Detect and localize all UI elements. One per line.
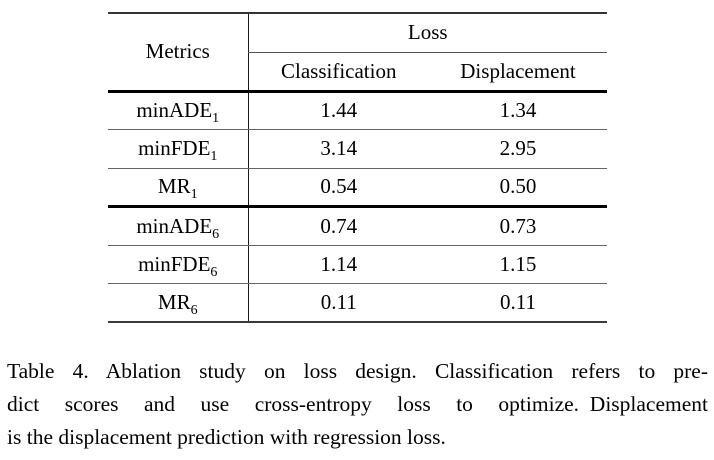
displacement-value: 1.34 bbox=[429, 91, 607, 130]
column-header-classification: Classification bbox=[247, 52, 429, 93]
classification-value: 0.54 bbox=[247, 168, 429, 208]
metric-name: minADE6 bbox=[108, 206, 248, 246]
metric-name: minFDE6 bbox=[108, 245, 248, 284]
metric-subscript: 1 bbox=[210, 149, 218, 165]
table-caption: Table 4. Ablation study on loss design. … bbox=[7, 355, 708, 454]
metric-subscript: 1 bbox=[212, 111, 220, 127]
table-row: minFDE6 1.14 1.15 bbox=[108, 245, 607, 284]
metric-label: MR bbox=[157, 290, 191, 314]
metric-subscript: 6 bbox=[212, 226, 220, 242]
displacement-value: 0.11 bbox=[500, 290, 536, 314]
metric-name: minADE1 bbox=[108, 91, 248, 130]
metric-name: minFDE1 bbox=[108, 129, 248, 169]
table-row: minFDE1 3.14 2.95 bbox=[108, 129, 607, 169]
column-header-displacement: Displacement bbox=[429, 52, 607, 93]
metric-name: MR1 bbox=[108, 168, 248, 208]
column-group-header-loss: Loss bbox=[247, 13, 607, 53]
caption-line: is the displacement prediction with regr… bbox=[7, 425, 446, 449]
table-row: minADE1 1.44 1.34 bbox=[108, 91, 607, 130]
table-header-row-subcolumns: Classification Displacement bbox=[108, 52, 607, 93]
classification-value: 1.44 bbox=[247, 91, 429, 130]
displacement-value: 0.50 bbox=[429, 168, 607, 208]
displacement-value: 1.15 bbox=[429, 245, 607, 284]
table-row: MR1 0.54 0.50 bbox=[108, 168, 607, 208]
classification-value: 0.11 bbox=[247, 283, 429, 322]
metric-label: MR bbox=[157, 174, 191, 199]
metric-subscript: 1 bbox=[190, 187, 198, 203]
classification-value: 1.14 bbox=[247, 245, 429, 284]
column-header-metrics: Metrics bbox=[108, 13, 248, 93]
metric-label: minFDE bbox=[138, 251, 211, 276]
metric-name: MR6 bbox=[108, 284, 248, 323]
table-header-row-loss: Metrics Loss bbox=[108, 13, 607, 93]
classification-value: 3.14 bbox=[247, 129, 429, 169]
table-row: minADE6 0.74 0.73 bbox=[108, 206, 607, 246]
metric-subscript: 6 bbox=[210, 264, 218, 280]
metric-label: minFDE bbox=[138, 136, 211, 161]
ablation-results-table: Metrics Loss Classification Displacement… bbox=[108, 12, 607, 323]
table-row: MR6 0.11 0.11 bbox=[108, 283, 607, 323]
displacement-value: 0.73 bbox=[429, 206, 607, 246]
displacement-value: 2.95 bbox=[429, 129, 607, 169]
metric-label: minADE bbox=[136, 213, 213, 238]
metric-subscript: 6 bbox=[190, 303, 198, 319]
metric-label: minADE bbox=[136, 98, 213, 123]
caption-line: Table 4. Ablation study on loss design. … bbox=[7, 359, 708, 383]
caption-line: dict scores and use cross-entropy loss t… bbox=[7, 392, 708, 416]
classification-value: 0.74 bbox=[247, 206, 429, 246]
